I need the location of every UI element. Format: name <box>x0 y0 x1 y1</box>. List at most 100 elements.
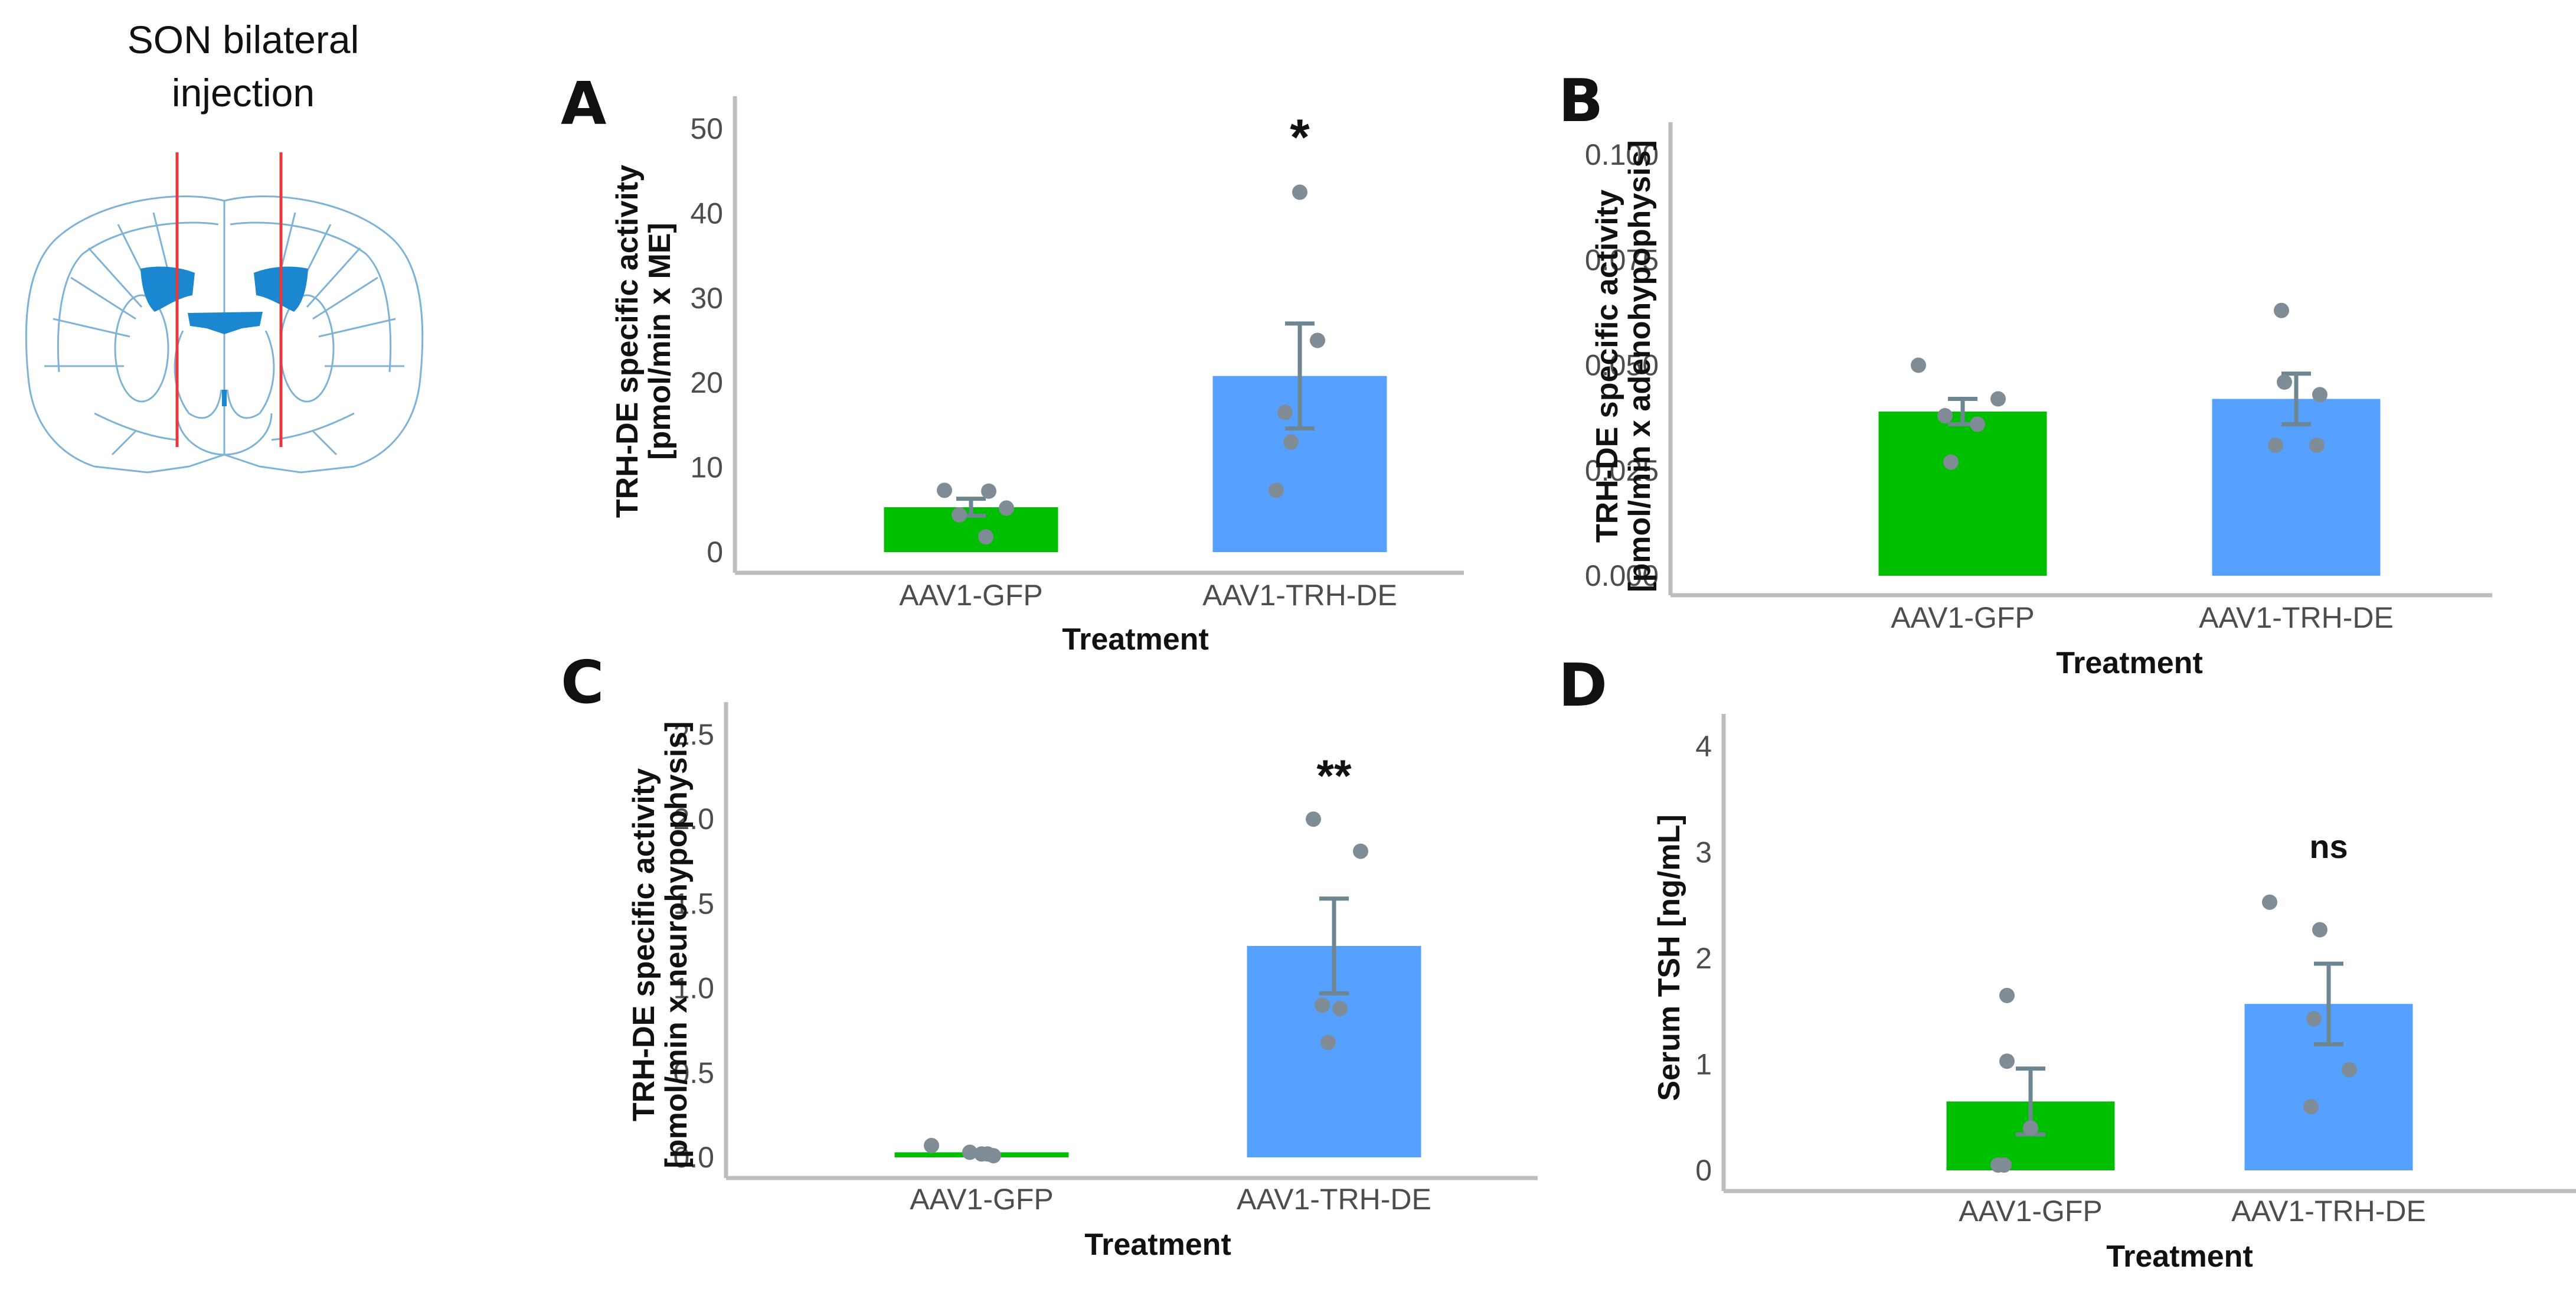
data-point <box>1943 454 1959 470</box>
panel-b: B 0.000 0.025 0.050 0.075 0.100 AAV1-GFP AAV1-T… <box>1558 66 2492 680</box>
data-point <box>1999 1053 2015 1069</box>
injection-lines <box>175 152 283 447</box>
significance-label: * <box>1290 109 1310 166</box>
data-point <box>978 529 993 545</box>
y-tick-label: 1 <box>1695 1048 1712 1081</box>
data-point <box>2312 922 2327 938</box>
data-point <box>1999 987 2015 1003</box>
x-axis-title: Treatment <box>1062 622 1209 657</box>
significance-label: ** <box>1316 751 1352 801</box>
y-tick-label: 0 <box>707 536 723 569</box>
diagram-title-line1: SON bilateral <box>128 18 359 61</box>
diagram-title-line2: injection <box>172 71 315 115</box>
data-point <box>2306 1011 2322 1027</box>
x-tick-label: AAV1-GFP <box>1959 1195 2103 1228</box>
brain-diagram: SON bilateral injection <box>25 18 424 474</box>
significance-label: ns <box>2309 828 2348 865</box>
data-point <box>937 482 952 498</box>
striatum-left <box>114 294 169 403</box>
data-point <box>924 1137 939 1153</box>
y-axis-title-line2: [pmol/min x neurohypophysis] <box>659 722 694 1169</box>
x-axis-title: Treatment <box>1084 1228 1231 1262</box>
y-axis-title-line1: TRH-DE specific activity <box>1590 190 1624 543</box>
y-axis-title-line2: [pmol/min x ME] <box>643 223 677 460</box>
panel-a: A 0 10 20 30 40 50 AAV1-GFP AAV1-TRH-DE Treatment… <box>561 69 1464 657</box>
cortex-inner-left <box>57 221 219 373</box>
data-point <box>2023 1120 2038 1136</box>
data-point <box>1911 357 1926 373</box>
thalamus-left <box>174 330 223 419</box>
x-axis-title: Treatment <box>2056 646 2203 680</box>
y-tick-label: 1.0 <box>673 972 714 1005</box>
thalamus-right <box>226 330 275 419</box>
x-axis-title: Treatment <box>2106 1239 2253 1274</box>
bar-trh-de <box>2212 399 2381 576</box>
data-point <box>2303 1099 2319 1115</box>
panel-letter: D <box>1558 651 1607 720</box>
data-point <box>1277 404 1293 420</box>
data-point <box>952 507 967 523</box>
cortex-lines-left <box>44 212 172 367</box>
data-point <box>1996 1157 2012 1173</box>
y-axis-title-line1: TRH-DE specific activity <box>610 165 645 518</box>
data-point <box>1970 416 1985 432</box>
y-tick-label: 3 <box>1695 836 1712 869</box>
son-midline-small <box>222 390 227 406</box>
data-point <box>1353 843 1368 859</box>
y-axis-title-line1: Serum TSH [ng/mL] <box>1652 814 1686 1101</box>
data-point <box>2342 1062 2357 1078</box>
panel-d: D 0 1 2 3 4 AAV1-GFP AAV1-TRH-DE Treatment Serum … <box>1558 651 2576 1274</box>
data-point <box>1332 1000 1348 1016</box>
panel-letter: A <box>561 69 606 138</box>
data-point <box>981 483 996 499</box>
panel-c: C 0.0 0.5 1.0 1.5 2.0 2.5 AAV1-GFP AAV1-TRH-DETr… <box>561 648 1538 1262</box>
x-tick-label: AAV1-TRH-DE <box>1202 579 1397 612</box>
data-point <box>1292 184 1307 200</box>
y-tick-label: 0.050 <box>1585 349 1659 382</box>
y-tick-label: 2 <box>1695 942 1712 975</box>
data-point <box>1320 1035 1336 1050</box>
hypothalamus-outline <box>176 413 273 456</box>
panel-letter: B <box>1558 66 1603 135</box>
cortex-lines-right <box>276 212 404 367</box>
data-point <box>2262 894 2277 910</box>
data-point <box>1269 482 1284 498</box>
son-left <box>140 266 195 312</box>
y-tick-label: 30 <box>690 282 723 315</box>
data-point <box>1283 434 1299 450</box>
data-point <box>986 1148 1001 1164</box>
son-center <box>188 312 263 334</box>
x-tick-label: AAV1-GFP <box>1891 601 2035 634</box>
y-tick-label: 1.5 <box>673 887 714 920</box>
data-point <box>2312 387 2327 403</box>
brain-section-illustration <box>25 195 424 474</box>
data-point <box>962 1144 978 1160</box>
y-tick-label: 2.5 <box>673 718 714 751</box>
bar-gfp <box>1878 411 2047 576</box>
data-point <box>1315 997 1330 1013</box>
data-point <box>1310 332 1325 348</box>
y-tick-label: 0.025 <box>1585 454 1659 487</box>
x-tick-label: AAV1-GFP <box>899 579 1043 612</box>
data-point <box>2309 437 2325 453</box>
data-point <box>1306 811 1321 827</box>
y-tick-label: 40 <box>690 197 723 230</box>
cortex-inner-right <box>230 221 392 373</box>
x-tick-label: AAV1-TRH-DE <box>2231 1195 2426 1228</box>
y-tick-label: 50 <box>690 112 723 145</box>
y-tick-label: 4 <box>1695 730 1712 763</box>
x-tick-label: AAV1-TRH-DE <box>2199 601 2394 634</box>
y-tick-label: 0.0 <box>673 1141 714 1174</box>
y-tick-label: 0.075 <box>1585 243 1659 276</box>
y-tick-label: 0.000 <box>1585 559 1659 592</box>
data-point <box>2268 437 2283 453</box>
y-tick-label: 0.100 <box>1585 138 1659 171</box>
y-tick-label: 20 <box>690 366 723 399</box>
y-tick-label: 10 <box>690 451 723 484</box>
y-tick-label: 0 <box>1695 1154 1712 1187</box>
y-axis-title-line2: [pmol/min x adenohypophysis] <box>1623 140 1657 592</box>
y-tick-label: 2.0 <box>673 802 714 836</box>
x-tick-label: AAV1-GFP <box>910 1183 1054 1216</box>
y-tick-label: 0.5 <box>673 1056 714 1089</box>
